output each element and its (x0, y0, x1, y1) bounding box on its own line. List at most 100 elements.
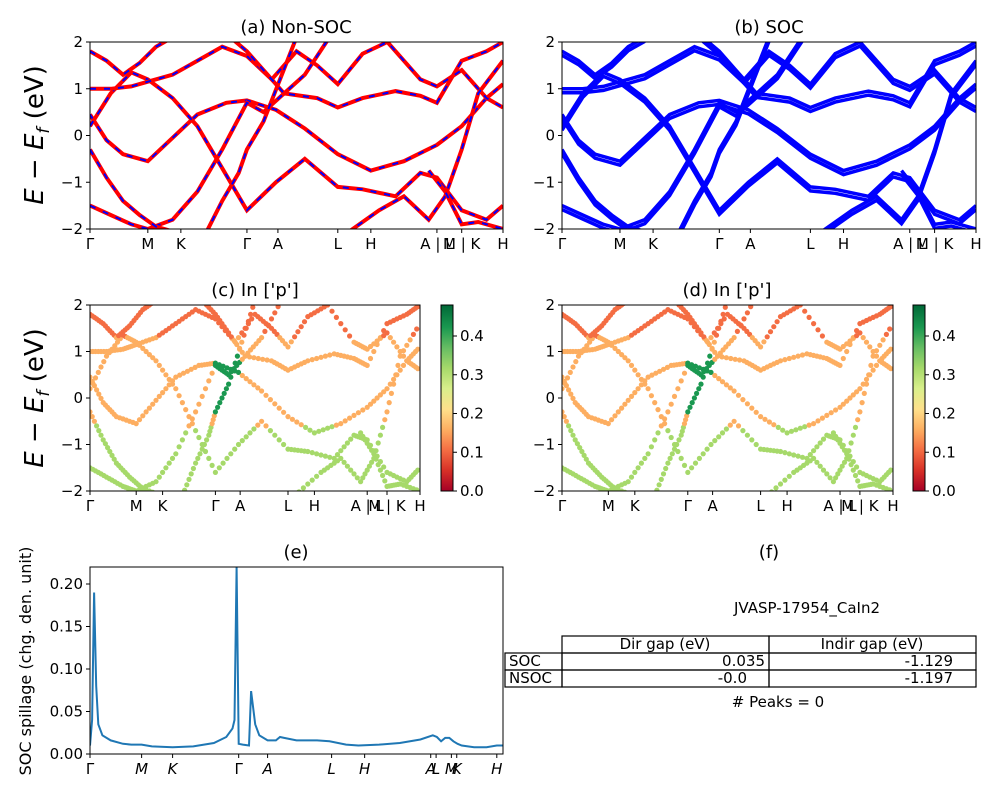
band-point (628, 362, 635, 368)
band-point (774, 319, 780, 325)
band-point (133, 421, 139, 427)
band-line-9 (900, 169, 976, 229)
band-point (731, 335, 737, 341)
band-point (344, 463, 350, 469)
band-point (649, 372, 655, 378)
x-tick-label: M (613, 235, 626, 253)
band-point (400, 362, 407, 368)
band-point (325, 425, 331, 431)
band-point (197, 451, 203, 457)
band-point (251, 426, 257, 432)
band-point (193, 428, 199, 434)
band-point (880, 337, 886, 343)
band-line-split-5 (680, 42, 771, 229)
band-point (728, 355, 734, 362)
band-point (375, 440, 381, 446)
band-point (415, 467, 420, 473)
band-point (186, 423, 192, 429)
band-point (305, 481, 311, 487)
band-point (860, 335, 866, 341)
y-tick-label: 0 (73, 389, 83, 407)
table-header-indir: Indir gap (eV) (821, 635, 924, 653)
x-tick-label: M | K (368, 497, 407, 515)
y-tick-label: 0 (545, 389, 555, 407)
band-point (708, 335, 714, 341)
band-point (276, 437, 282, 443)
band-point (255, 355, 261, 362)
x-tick-label: A | L (420, 235, 454, 253)
band-point (338, 321, 344, 327)
band-point (668, 434, 674, 441)
band-point (749, 405, 755, 411)
band-point (769, 489, 775, 491)
band-point (645, 386, 651, 392)
band-point (294, 419, 300, 425)
band-point (782, 357, 788, 363)
band-point (95, 369, 101, 375)
band-point (415, 366, 420, 372)
band-point (837, 467, 843, 473)
band-point (143, 409, 149, 415)
band-point (696, 455, 703, 461)
band-point (855, 478, 861, 484)
band-point (738, 322, 744, 328)
band-point (267, 428, 273, 434)
band-point (371, 348, 377, 355)
band-point (344, 440, 350, 446)
band-point (777, 358, 784, 364)
band-point (806, 422, 812, 428)
band-dash-3 (90, 42, 503, 109)
band-point (854, 389, 860, 395)
x-tick-label: A (745, 235, 756, 253)
band-point (228, 374, 234, 380)
band-point (292, 334, 298, 340)
band-point (285, 344, 291, 350)
band-point (285, 414, 291, 420)
band-point (652, 493, 657, 498)
band-point (824, 471, 830, 477)
band-point (151, 299, 156, 304)
band-point (375, 462, 381, 468)
band-point (562, 386, 565, 392)
band-point (239, 438, 245, 444)
band-point (712, 438, 718, 444)
band-point (628, 393, 635, 399)
band-point (231, 338, 237, 344)
panel-c-title: (c) In ['p'] (211, 280, 298, 301)
band-point (209, 462, 215, 468)
band-point (163, 386, 169, 392)
y-tick-label: 0 (73, 127, 83, 145)
band-point (338, 455, 344, 461)
band-point (692, 460, 699, 466)
x-tick-label: A (235, 497, 246, 515)
colorbar-tick-label: 0.1 (460, 443, 484, 461)
band-point (296, 489, 302, 491)
band-point (239, 349, 245, 355)
y-tick-label: 0.00 (50, 745, 83, 763)
band-point (100, 437, 106, 443)
band-point (265, 322, 271, 328)
band-point (209, 370, 215, 376)
band-point (676, 437, 682, 443)
band-point (888, 346, 893, 352)
band-point (684, 413, 690, 419)
x-tick-label: Γ (558, 497, 567, 515)
band-point (414, 326, 420, 332)
band-point (850, 467, 856, 473)
band-point (228, 334, 234, 340)
y-tick-label: 0.15 (50, 618, 83, 636)
band-point (226, 330, 232, 336)
band-point (316, 428, 322, 434)
band-line-split-4 (562, 152, 629, 229)
y-tick-label: −1 (61, 436, 83, 454)
band-point (694, 390, 700, 396)
band-point (303, 424, 309, 430)
x-tick-label: A (707, 497, 718, 515)
band-point (237, 345, 243, 351)
band-point (662, 416, 668, 422)
band-point (850, 432, 856, 438)
band-point (577, 445, 583, 451)
band-dash-9 (427, 169, 503, 229)
